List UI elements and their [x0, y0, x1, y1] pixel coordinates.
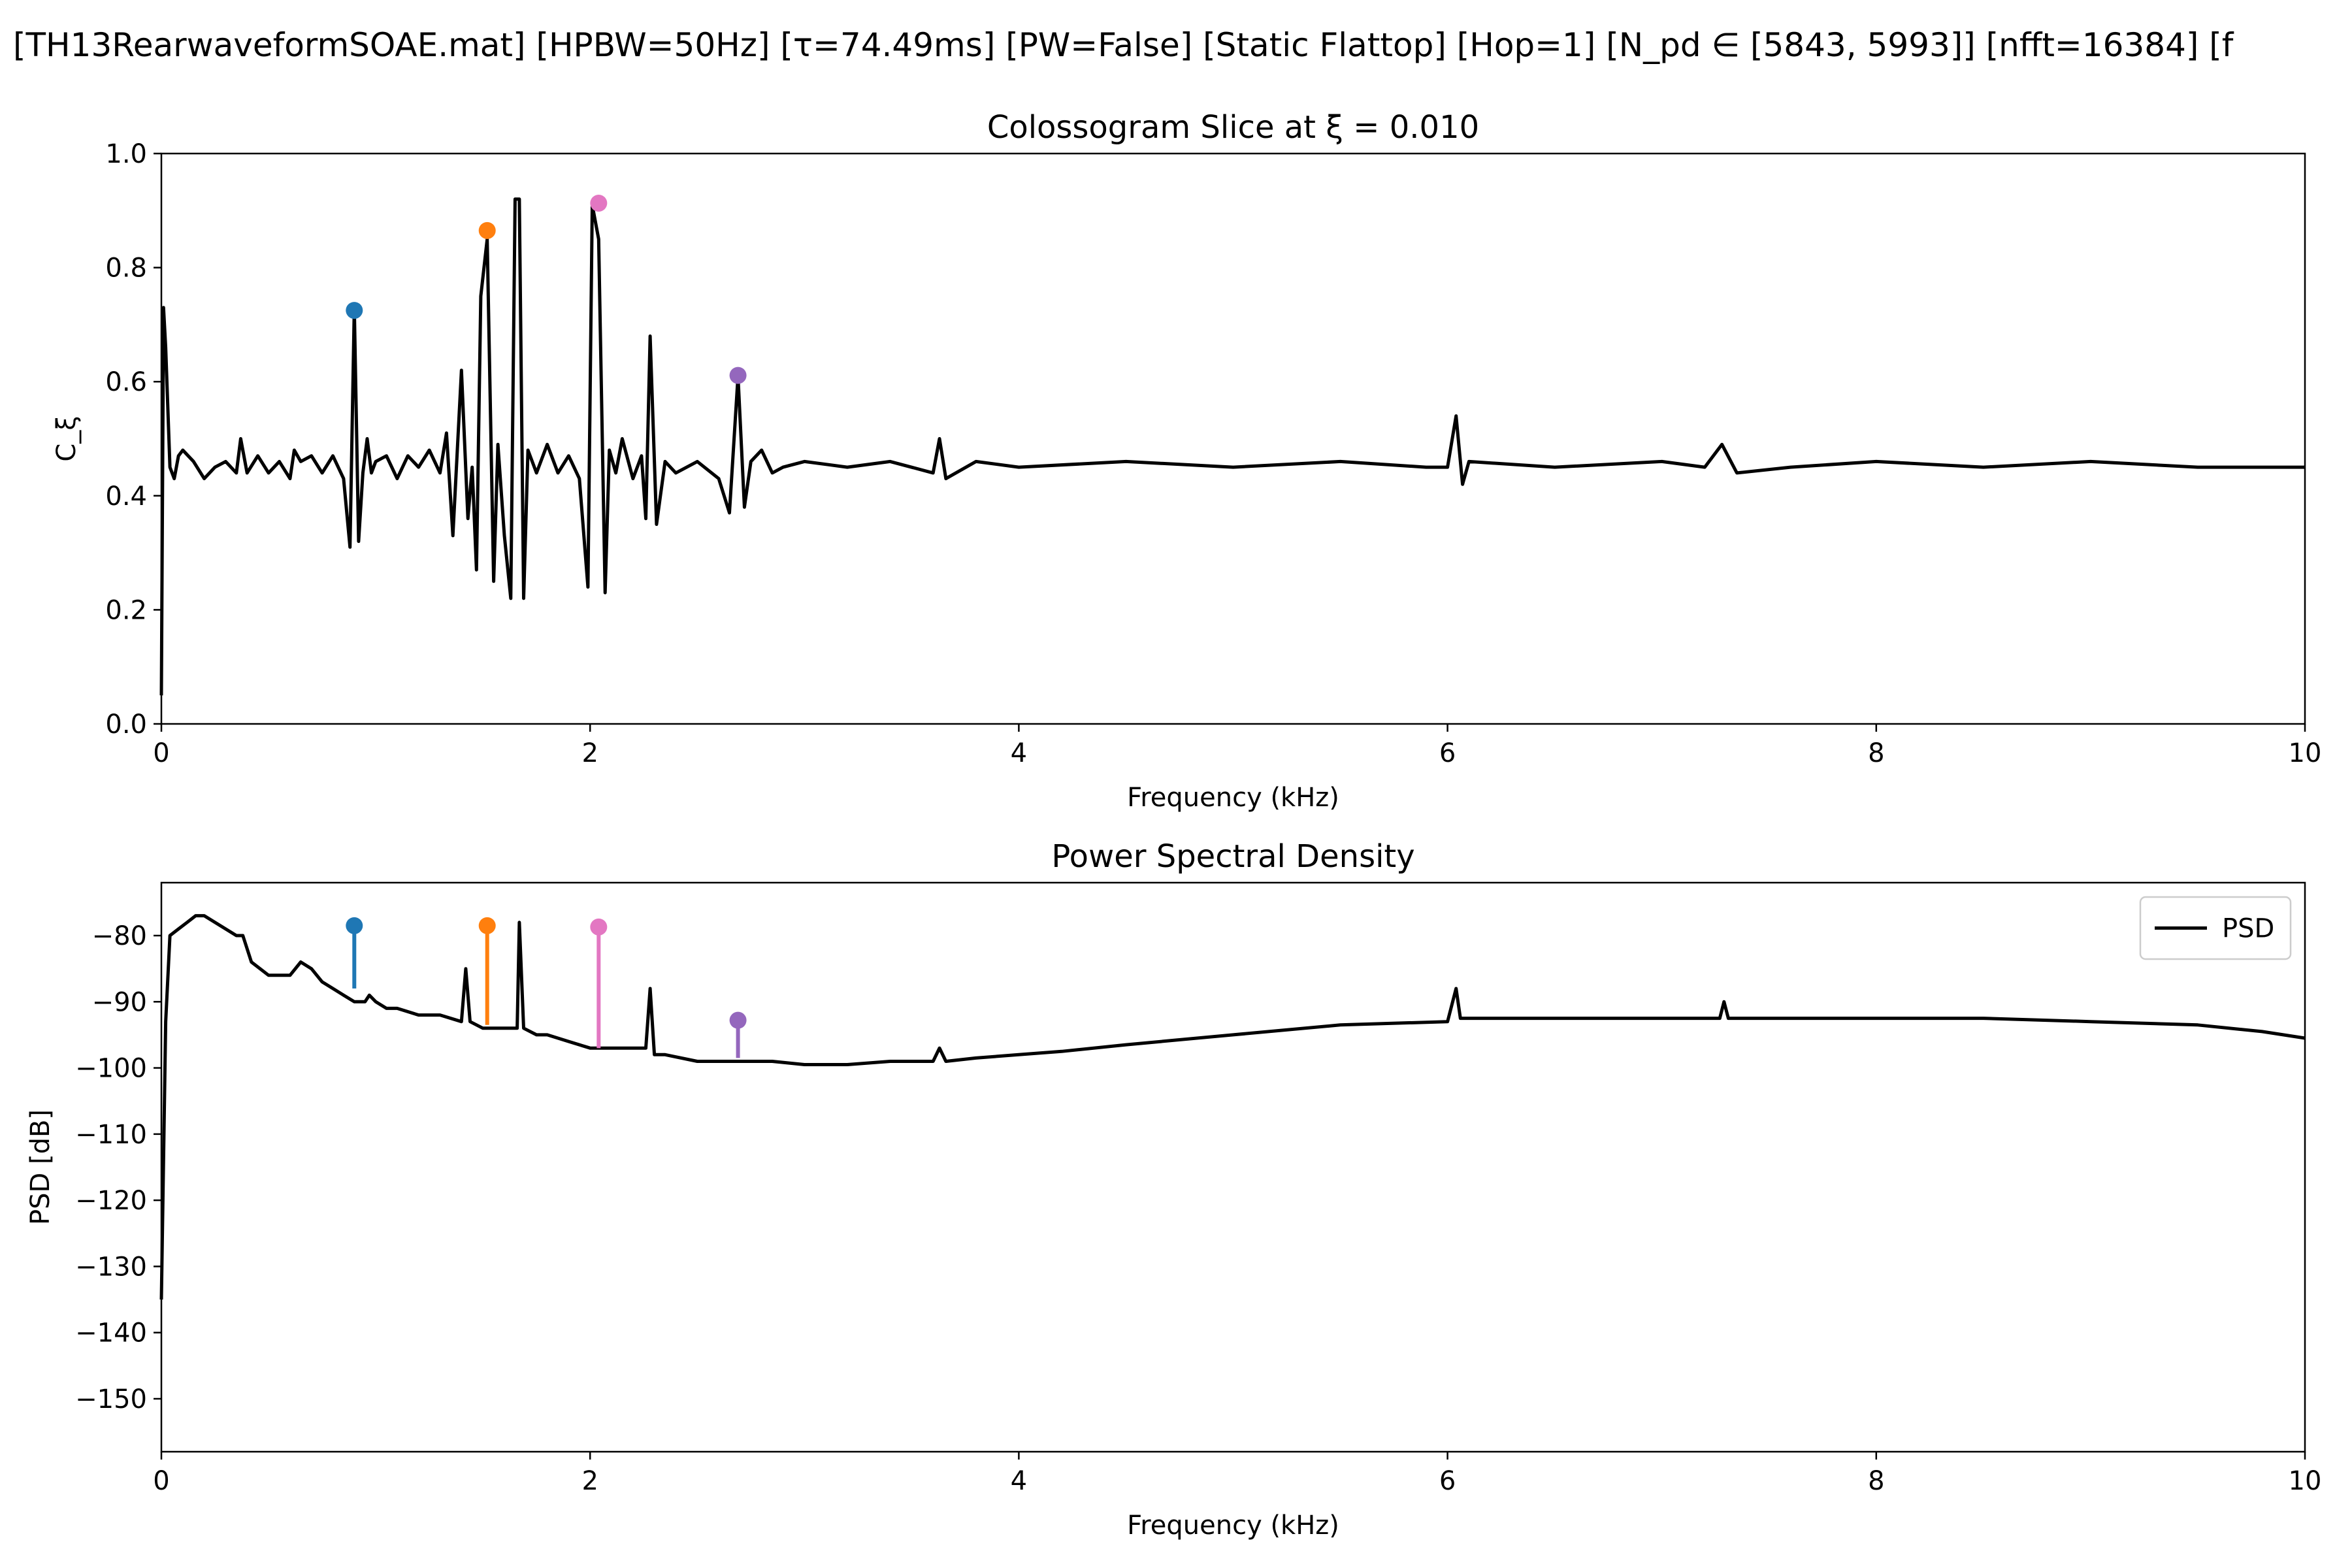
- series-line-0: [159, 197, 2305, 696]
- peak-marker-2: [590, 918, 608, 936]
- peak-marker-0: [346, 302, 363, 319]
- y-tick-label: −140: [75, 1318, 147, 1348]
- y-tick-label: −130: [75, 1252, 147, 1282]
- x-tick-label: 2: [581, 1466, 598, 1496]
- y-tick-label: −80: [92, 921, 147, 951]
- chart-colossogram-slice: Colossogram Slice at ξ = 0.010 0 2 4 6 8 10 0.0…: [52, 109, 2321, 813]
- y-axis-label: C_ξ: [52, 416, 82, 461]
- peak-marker-1: [478, 917, 496, 934]
- chart-title: Power Spectral Density: [1051, 838, 1414, 875]
- axes-frame: [160, 152, 2306, 725]
- x-tick-label: 0: [153, 1466, 169, 1496]
- legend-label: PSD: [2222, 914, 2274, 944]
- x-axis-label: Frequency (kHz): [1127, 1511, 1339, 1541]
- y-tick-label: 0.4: [105, 482, 147, 512]
- x-tick-label: 4: [1011, 738, 1027, 768]
- peak-marker-3: [729, 1011, 747, 1029]
- series-line-0: [159, 914, 2306, 1300]
- y-tick-label: −90: [92, 987, 147, 1017]
- y-tick-label: −120: [75, 1186, 147, 1216]
- x-tick-label: 6: [1439, 1466, 1456, 1496]
- x-axis-label: Frequency (kHz): [1127, 783, 1339, 813]
- y-tick-label: 0.2: [105, 595, 147, 625]
- peak-marker-0: [346, 917, 363, 934]
- x-tick-label: 8: [1868, 738, 1884, 768]
- x-tick-label: 0: [153, 738, 169, 768]
- figure-suptitle: [TH13RearwaveformSOAE.mat] [HPBW=50Hz] […: [13, 26, 2234, 64]
- x-tick-label: 4: [1011, 1466, 1027, 1496]
- axes-frame: [160, 881, 2306, 1453]
- y-tick-label: 0.8: [105, 253, 147, 284]
- y-tick-label: 0.0: [105, 710, 147, 740]
- x-tick-label: 2: [581, 738, 598, 768]
- x-tick-label: 6: [1439, 738, 1456, 768]
- chart-title: Colossogram Slice at ξ = 0.010: [987, 109, 1479, 146]
- peak-marker-2: [590, 194, 608, 212]
- x-tick-label: 8: [1868, 1466, 1884, 1496]
- y-tick-label: −110: [75, 1120, 147, 1150]
- x-tick-label: 10: [2289, 1466, 2322, 1496]
- peak-marker-3: [729, 367, 747, 384]
- y-tick-label: 1.0: [105, 139, 147, 169]
- peak-marker-1: [478, 221, 496, 239]
- y-tick-label: 0.6: [105, 367, 147, 397]
- y-axis-label: PSD [dB]: [25, 1109, 56, 1225]
- chart-power-spectral-density: Power Spectral Density 0 2 4 6 8 10 −80 −90 −100 −…: [25, 838, 2321, 1541]
- legend-box: [2139, 896, 2292, 960]
- y-tick-label: −100: [75, 1054, 147, 1084]
- x-tick-label: 10: [2289, 738, 2322, 768]
- y-tick-label: −150: [75, 1384, 147, 1414]
